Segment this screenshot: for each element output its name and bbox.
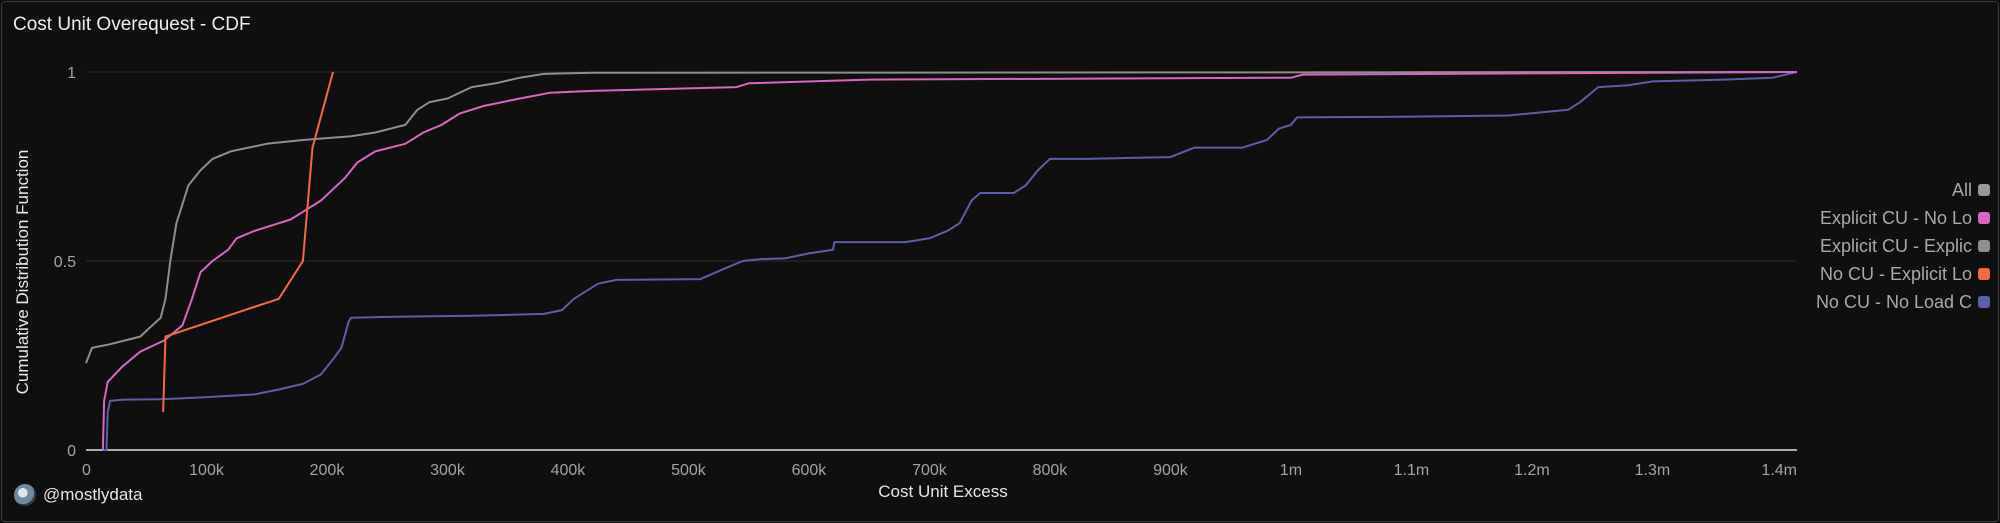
brand-handle: @mostlydata (43, 485, 143, 504)
legend-label: No CU - Explicit Lo (1819, 263, 1972, 284)
x-axis-title: Cost Unit Excess (878, 482, 1007, 501)
series-line-1 (102, 71, 1798, 451)
x-tick-label: 1.2m (1514, 462, 1550, 479)
legend-swatch (1978, 240, 1990, 252)
x-tick-label: 600k (792, 462, 828, 479)
legend-label: All (1951, 179, 1972, 200)
x-tick-label: 200k (310, 462, 346, 479)
y-axis-title: Cumulative Distribution Function (13, 150, 32, 395)
x-tick-label: 100k (189, 462, 225, 479)
x-tick-label: 900k (1153, 462, 1189, 479)
series-lines (85, 71, 1798, 451)
x-tick-label: 1.1m (1394, 462, 1430, 479)
legend-swatch (1978, 296, 1990, 308)
x-tick-label: 300k (430, 462, 466, 479)
legend-item[interactable]: No CU - No Load C (1790, 288, 1990, 316)
x-tick-label: 700k (912, 462, 948, 479)
series-line-4 (162, 71, 334, 413)
globe-avatar-icon (14, 484, 36, 506)
legend-swatch (1978, 212, 1990, 224)
chart-legend: All Explicit CU - No Lo Explicit CU - Expl… (1790, 176, 1990, 316)
x-tick-label: 500k (671, 462, 707, 479)
axis-ticks: 0 0.5 1 0 100k 200k 300k 400k 500k 600k 700k 800k 90… (54, 65, 1797, 479)
x-tick-label: 1.4m (1761, 462, 1797, 479)
legend-item[interactable]: Explicit CU - No Lo (1790, 204, 1990, 232)
legend-swatch (1978, 268, 1990, 280)
x-tick-label: 1m (1280, 462, 1302, 479)
legend-label: No CU - No Load C (1815, 291, 1972, 312)
legend-item[interactable]: No CU - Explicit Lo (1790, 260, 1990, 288)
x-tick-label: 1.3m (1635, 462, 1671, 479)
chart-title: Cost Unit Overequest - CDF (13, 14, 251, 35)
x-tick-label: 400k (551, 462, 587, 479)
x-tick-label: 0 (82, 462, 91, 479)
legend-item[interactable]: Explicit CU - Explic (1790, 232, 1990, 260)
y-tick-label: 0.5 (54, 254, 76, 271)
series-line-2 (85, 71, 1798, 364)
series-line-3 (101, 71, 1798, 451)
y-tick-label: 0 (67, 443, 76, 460)
legend-swatch (1978, 184, 1990, 196)
grid-lines (86, 71, 1797, 451)
brand-footer: @mostlydata (14, 484, 142, 506)
legend-label: Explicit CU - No Lo (1819, 207, 1972, 228)
y-tick-label: 1 (67, 65, 76, 82)
legend-label: Explicit CU - Explic (1819, 235, 1972, 256)
x-tick-label: 800k (1033, 462, 1069, 479)
legend-item[interactable]: All (1790, 176, 1990, 204)
